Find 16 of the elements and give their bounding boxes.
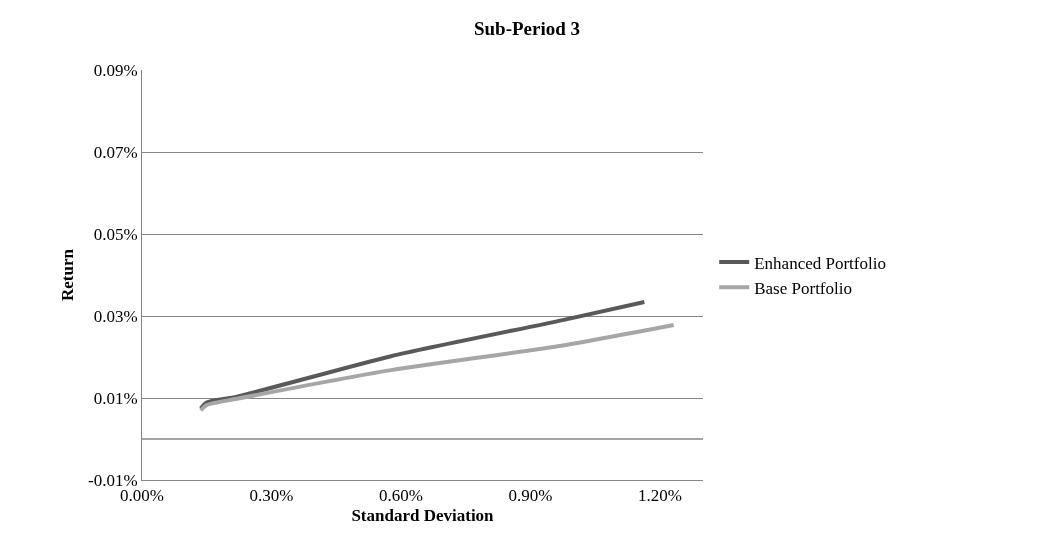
line-series	[198, 300, 647, 411]
y-axis-title: Return	[57, 248, 77, 301]
legend-label: Base Portfolio	[754, 278, 852, 298]
y-tick-label: 0.07%	[93, 142, 138, 162]
line-series	[198, 323, 676, 413]
x-axis-title: Standard Deviation	[351, 505, 495, 525]
x-tick-label: 0.90%	[508, 486, 553, 506]
y-tick-label: 0.09%	[93, 60, 138, 80]
y-tick-label: 0.01%	[93, 388, 138, 408]
y-tick-label: 0.05%	[93, 224, 138, 244]
x-tick-label: 0.30%	[249, 486, 294, 506]
chart-title: Sub-Period 3	[473, 17, 581, 39]
legend-label: Enhanced Portfolio	[754, 253, 886, 273]
x-tick-label: 1.20%	[637, 486, 682, 506]
x-tick-label: 0.60%	[378, 486, 423, 506]
y-tick-label: 0.03%	[93, 306, 138, 326]
